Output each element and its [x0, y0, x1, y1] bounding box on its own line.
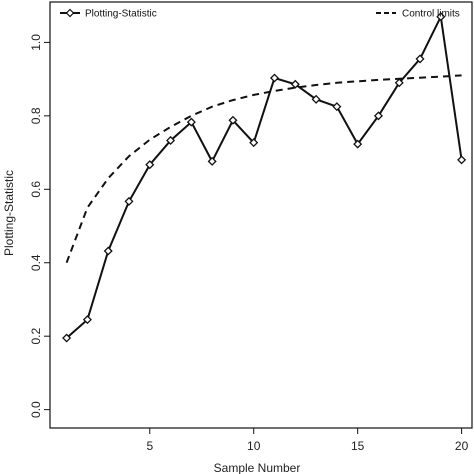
- x-tick-label: 20: [455, 439, 469, 453]
- plotting-statistic-line: [65, 13, 463, 339]
- y-tick-label: 0.0: [29, 401, 43, 418]
- data-point-marker: [166, 135, 176, 145]
- y-tick-label: 1.0: [29, 34, 43, 51]
- data-point-marker: [332, 102, 342, 112]
- y-tick-label: 0.8: [29, 107, 43, 124]
- x-axis-label: Sample Number: [214, 461, 301, 474]
- y-tick-label: 0.6: [29, 181, 43, 198]
- data-point-marker: [145, 160, 155, 170]
- data-point-marker: [311, 94, 321, 104]
- data-point-marker: [62, 333, 72, 343]
- legend-label-plotting-statistic: Plotting-Statistic: [85, 9, 157, 20]
- x-tick-label: 5: [146, 439, 153, 453]
- data-point-marker: [353, 139, 363, 149]
- x-tick-label: 10: [247, 439, 261, 453]
- data-point-marker: [207, 156, 217, 166]
- data-point-marker: [103, 246, 113, 256]
- plot-frame: [49, 1, 473, 429]
- y-tick-label: 0.2: [29, 328, 43, 345]
- data-point-marker: [290, 79, 300, 89]
- data-point-marker: [186, 117, 196, 127]
- data-point-marker: [394, 78, 404, 88]
- data-point-marker: [269, 73, 280, 83]
- data-point-marker: [415, 54, 425, 64]
- data-point-marker: [249, 138, 259, 148]
- data-point-marker: [436, 12, 446, 22]
- x-tick-label: 15: [351, 439, 365, 453]
- legend-marker-plotting-statistic: [65, 8, 75, 18]
- legend-label-control-limits: Control limits: [402, 9, 460, 20]
- y-axis-label: Plotting-Statistic: [2, 170, 16, 256]
- y-tick-label: 0.4: [29, 254, 43, 271]
- control-limits-line: [65, 74, 462, 264]
- data-point-marker: [82, 315, 92, 325]
- data-point-marker: [457, 155, 467, 165]
- data-point-marker: [124, 196, 134, 206]
- data-point-marker: [228, 115, 238, 125]
- data-point-marker: [373, 111, 383, 121]
